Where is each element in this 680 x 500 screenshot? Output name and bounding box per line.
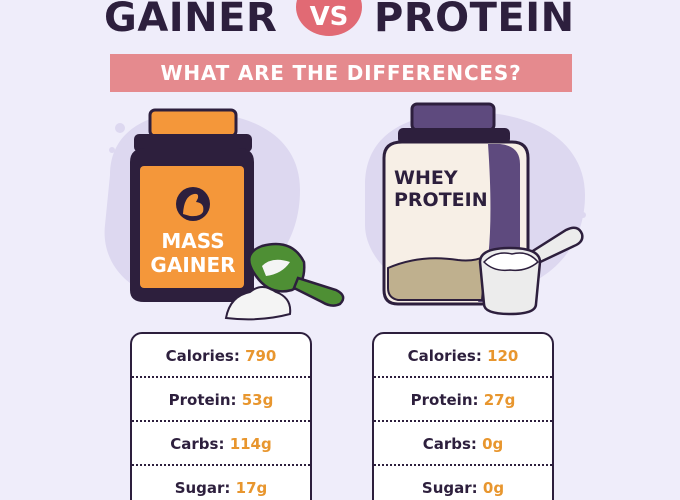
nutrition-row-protein: Protein: 27g (374, 378, 552, 422)
title-protein: PROTEIN (374, 0, 575, 41)
nutrient-value: 790 (245, 347, 277, 365)
product-illustrations: MASS GAINER WHEY PROTEIN (104, 102, 586, 321)
nutrient-name: Sugar: (174, 479, 231, 497)
subtitle-banner: WHAT ARE THE DIFFERENCES? (110, 54, 572, 92)
nutrition-row-carbs: Carbs: 114g (132, 422, 310, 466)
gainer-jar-label-line2: GAINER (150, 253, 235, 277)
mass-gainer-jar: MASS GAINER (130, 108, 254, 302)
nutrition-row-calories: Calories: 120 (374, 334, 552, 378)
nutrient-value: 114g (229, 435, 272, 453)
nutrient-value: 0g (482, 479, 505, 497)
title-gainer: GAINER (104, 0, 278, 41)
nutrient-name: Calories: (407, 347, 482, 365)
white-scoop (478, 226, 584, 316)
nutrient-name: Protein: (410, 391, 479, 409)
nutrient-name: Carbs: (170, 435, 225, 453)
nutrient-value: 53g (241, 391, 274, 409)
whey-jar-label-line2: PROTEIN (394, 189, 488, 211)
nutrition-row-calories: Calories: 790 (132, 334, 310, 378)
nutrient-value: 17g (235, 479, 268, 497)
nutrition-row-sugar: Sugar: 0g (374, 466, 552, 500)
nutrient-name: Protein: (168, 391, 237, 409)
nutrition-row-protein: Protein: 53g (132, 378, 310, 422)
nutrition-row-sugar: Sugar: 17g (132, 466, 310, 500)
nutrient-value: 27g (483, 391, 516, 409)
green-scoop (248, 242, 345, 307)
nutrient-value: 120 (487, 347, 519, 365)
whey-jar-label-line1: WHEY (394, 167, 458, 189)
nutrition-card-whey-protein: Calories: 120 Protein: 27g Carbs: 0g Sug… (372, 332, 554, 500)
nutrient-name: Calories: (165, 347, 240, 365)
nutrient-name: Sugar: (421, 479, 478, 497)
nutrition-card-mass-gainer: Calories: 790 Protein: 53g Carbs: 114g S… (130, 332, 312, 500)
nutrient-value: 0g (482, 435, 504, 453)
gainer-jar-label-line1: MASS (161, 229, 224, 253)
nutrition-row-carbs: Carbs: 0g (374, 422, 552, 466)
nutrient-name: Carbs: (422, 435, 477, 453)
